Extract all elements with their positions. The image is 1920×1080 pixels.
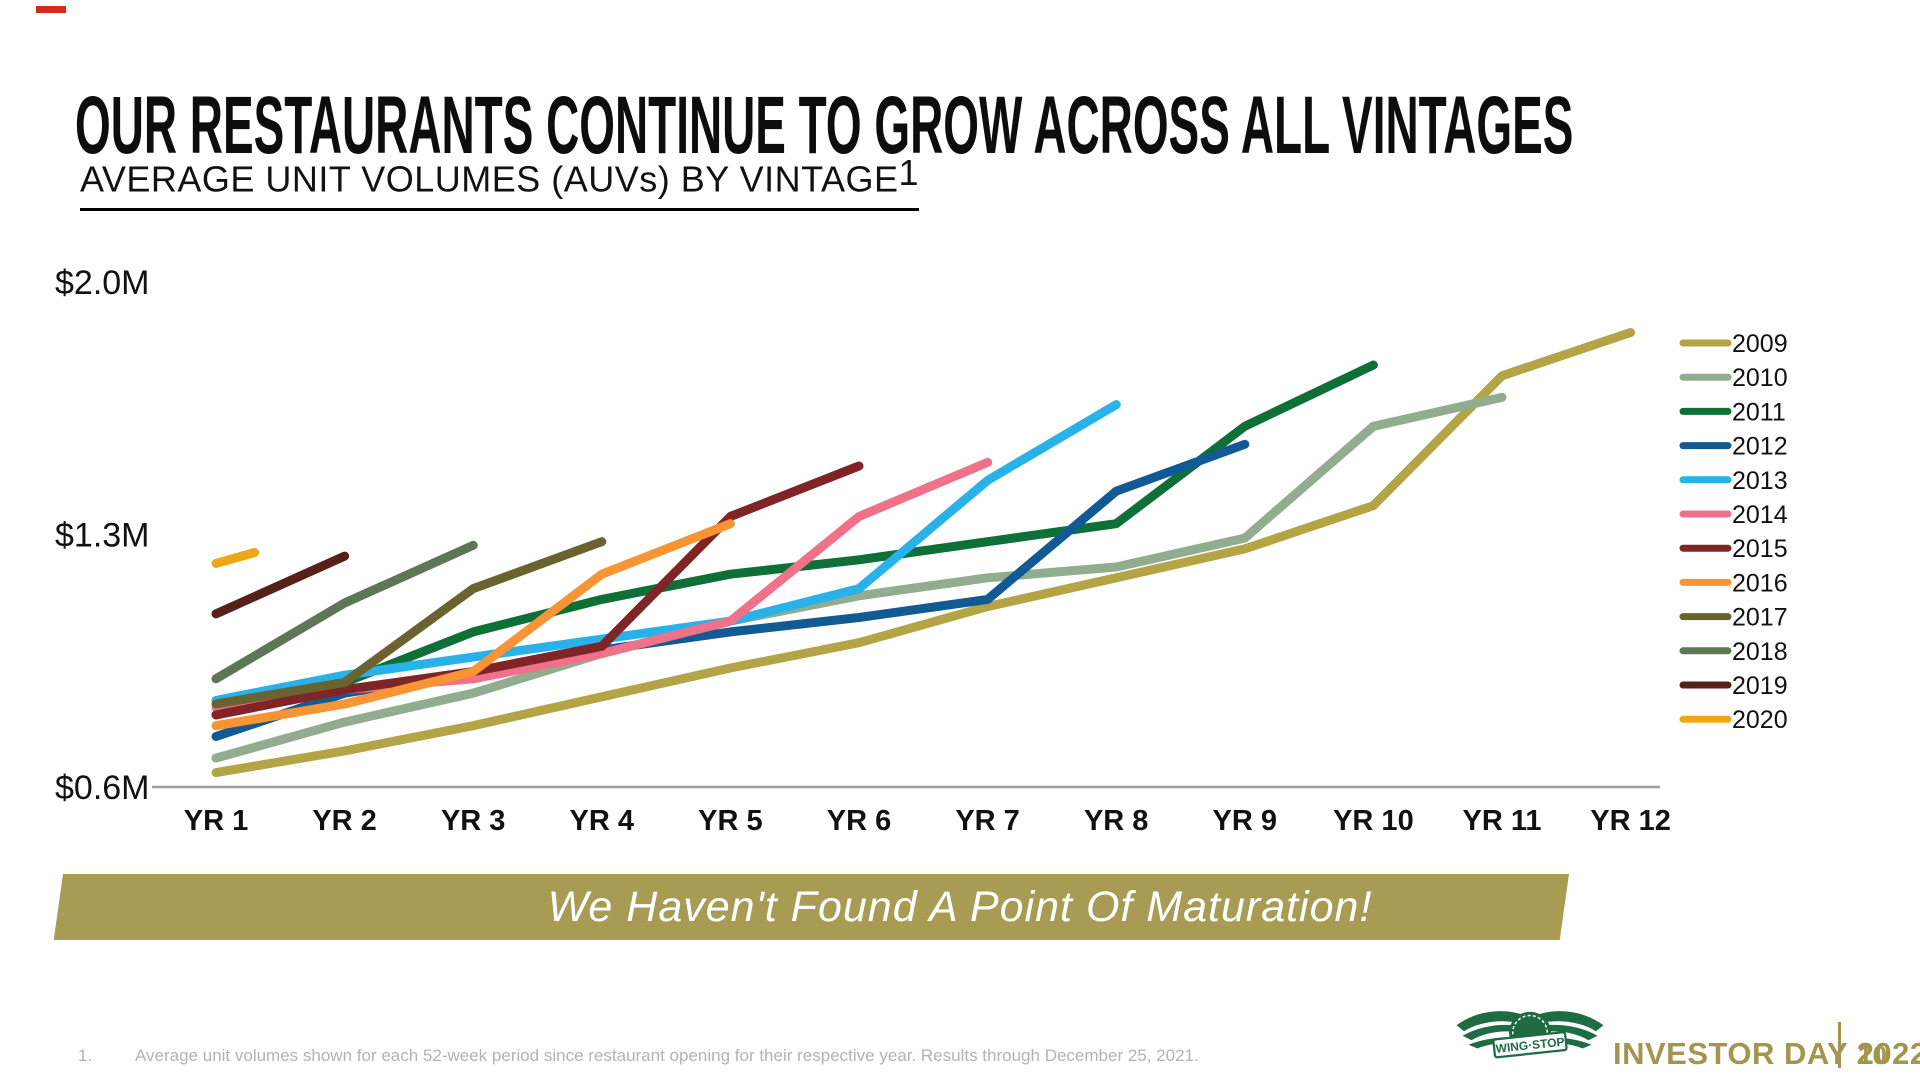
- legend-label-2020: 2020: [1732, 706, 1788, 734]
- y-axis-label-0.6M: $0.6M: [55, 769, 150, 807]
- x-axis-label-yr8: YR 8: [1084, 805, 1148, 837]
- x-axis-label-yr1: YR 1: [184, 805, 248, 837]
- wingstop-logo-icon: WING·STOP: [1456, 1011, 1604, 1059]
- x-axis-label-yr6: YR 6: [827, 805, 891, 837]
- chart-line-2009: [211, 328, 1636, 778]
- legend-label-2019: 2019: [1732, 672, 1788, 700]
- legend-label-2009: 2009: [1732, 330, 1788, 358]
- footer-event-label: INVESTOR DAY 2022: [1613, 1036, 1920, 1071]
- x-axis-label-yr4: YR 4: [570, 805, 634, 837]
- chart-line-2010: [211, 392, 1507, 763]
- legend-label-2010: 2010: [1732, 364, 1788, 392]
- legend-label-2015: 2015: [1732, 535, 1788, 563]
- x-axis-label-yr10: YR 10: [1333, 805, 1414, 837]
- x-axis-label-yr7: YR 7: [955, 805, 1019, 837]
- x-axis-label-yr11: YR 11: [1463, 805, 1542, 837]
- brand-footer: WING·STOP INVESTOR DAY 2022 10: [1455, 1002, 1920, 1076]
- chart-subtitle-text: AVERAGE UNIT VOLUMES (AUVs) BY VINTAGE: [80, 158, 899, 200]
- chart-line-2014: [211, 457, 993, 713]
- chart-line-2018: [211, 540, 478, 684]
- footnote-text: Average unit volumes shown for each 52-w…: [135, 1046, 1199, 1065]
- chart-line-2016: [211, 519, 735, 731]
- legend-label-2017: 2017: [1732, 604, 1788, 632]
- x-axis-label-yr5: YR 5: [698, 805, 762, 837]
- legend-label-2011: 2011: [1732, 398, 1786, 426]
- x-axis-label-yr9: YR 9: [1213, 805, 1277, 837]
- legend-label-2013: 2013: [1732, 467, 1788, 495]
- slide-accent-mark: [36, 6, 66, 13]
- footer-divider: [1838, 1022, 1841, 1068]
- y-axis-label-1.3M: $1.3M: [55, 517, 150, 555]
- chart-line-2019: [211, 551, 350, 619]
- x-axis-label-yr12: YR 12: [1590, 805, 1671, 837]
- page-number: 10: [1858, 1040, 1887, 1070]
- legend-label-2014: 2014: [1732, 501, 1788, 529]
- subtitle-footnote-marker: 1: [898, 152, 920, 193]
- x-axis-label-yr3: YR 3: [441, 805, 505, 837]
- slide-title: OUR RESTAURANTS CONTINUE TO GROW ACROSS …: [75, 79, 1574, 171]
- legend-label-2018: 2018: [1732, 638, 1788, 666]
- chart-line-2011: [211, 360, 1378, 720]
- chart-subtitle: AVERAGE UNIT VOLUMES (AUVs) BY VINTAGE1: [80, 152, 920, 212]
- x-axis-label-yr2: YR 2: [312, 805, 376, 837]
- chart-line-2017: [211, 537, 607, 709]
- legend-label-2012: 2012: [1732, 433, 1788, 461]
- legend-label-2016: 2016: [1732, 569, 1788, 597]
- footnote-number: 1.: [78, 1046, 93, 1065]
- chart-line-2020: [211, 548, 260, 568]
- y-axis-label-2.0M: $2.0M: [55, 264, 150, 302]
- takeaway-banner-text: We Haven't Found A Point Of Maturation!: [547, 883, 1373, 931]
- chart-line-2015: [211, 461, 864, 720]
